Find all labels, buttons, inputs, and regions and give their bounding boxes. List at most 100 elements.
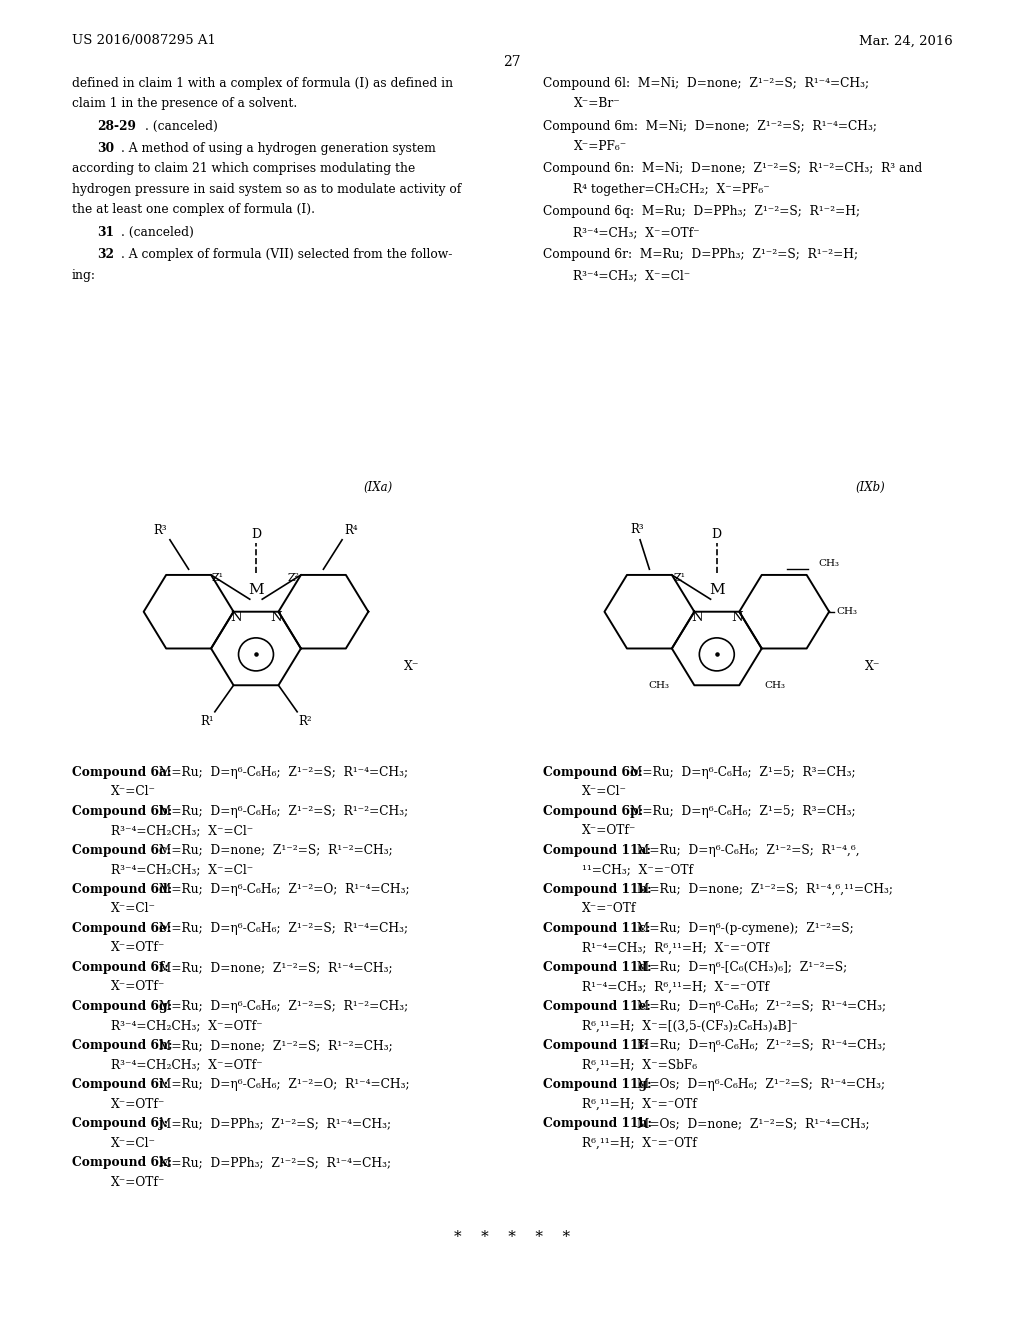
Text: Compound 11c:: Compound 11c: xyxy=(543,921,650,935)
Text: Compound 11g:: Compound 11g: xyxy=(543,1078,651,1092)
Text: Compound 6r:  M=Ru;  D=PPh₃;  Z¹⁻²=S;  R¹⁻²=H;: Compound 6r: M=Ru; D=PPh₃; Z¹⁻²=S; R¹⁻²=… xyxy=(543,248,858,261)
Text: . (canceled): . (canceled) xyxy=(145,120,218,132)
Text: ¹¹=CH₃;  X⁻=⁻OTf: ¹¹=CH₃; X⁻=⁻OTf xyxy=(582,863,692,876)
Text: 28-29: 28-29 xyxy=(97,120,136,132)
Text: X⁻=OTf⁻: X⁻=OTf⁻ xyxy=(111,1098,165,1110)
Text: Compound 6g:: Compound 6g: xyxy=(72,1001,172,1012)
Text: M=Ru;  D=η⁶-C₆H₆;  Z¹⁻²=S;  R¹⁻⁴=CH₃;: M=Ru; D=η⁶-C₆H₆; Z¹⁻²=S; R¹⁻⁴=CH₃; xyxy=(633,1001,887,1012)
Text: M=Ru;  D=PPh₃;  Z¹⁻²=S;  R¹⁻⁴=CH₃;: M=Ru; D=PPh₃; Z¹⁻²=S; R¹⁻⁴=CH₃; xyxy=(156,1156,391,1170)
Text: M=Ru;  D=η⁶-C₆H₆;  Z¹=5;  R³=CH₃;: M=Ru; D=η⁶-C₆H₆; Z¹=5; R³=CH₃; xyxy=(627,805,856,817)
Text: Compound 6q:  M=Ru;  D=PPh₃;  Z¹⁻²=S;  R¹⁻²=H;: Compound 6q: M=Ru; D=PPh₃; Z¹⁻²=S; R¹⁻²=… xyxy=(543,206,860,218)
Text: M=Ru;  D=η⁶-C₆H₆;  Z¹⁻²=O;  R¹⁻⁴=CH₃;: M=Ru; D=η⁶-C₆H₆; Z¹⁻²=O; R¹⁻⁴=CH₃; xyxy=(156,1078,410,1092)
Text: R³⁻⁴=CH₃;  X⁻=Cl⁻: R³⁻⁴=CH₃; X⁻=Cl⁻ xyxy=(573,269,691,282)
Text: M=Ru;  D=η⁶-(p-cymene);  Z¹⁻²=S;: M=Ru; D=η⁶-(p-cymene); Z¹⁻²=S; xyxy=(633,921,854,935)
Text: X⁻=⁻OTf: X⁻=⁻OTf xyxy=(582,903,636,915)
Text: N: N xyxy=(230,611,242,624)
Text: (IXb): (IXb) xyxy=(855,480,885,494)
Text: Compound 11e:: Compound 11e: xyxy=(543,1001,650,1012)
Text: M=Ru;  D=none;  Z¹⁻²=S;  R¹⁻²=CH₃;: M=Ru; D=none; Z¹⁻²=S; R¹⁻²=CH₃; xyxy=(156,843,393,857)
Text: R⁶,¹¹=H;  X⁻=SbF₆: R⁶,¹¹=H; X⁻=SbF₆ xyxy=(582,1059,696,1072)
Text: ing:: ing: xyxy=(72,269,95,282)
Text: R³: R³ xyxy=(630,523,644,536)
Text: M=Ru;  D=η⁶-C₆H₆;  Z¹⁻²=S;  R¹⁻²=CH₃;: M=Ru; D=η⁶-C₆H₆; Z¹⁻²=S; R¹⁻²=CH₃; xyxy=(156,805,409,817)
Text: R³⁻⁴=CH₃;  X⁻=OTf⁻: R³⁻⁴=CH₃; X⁻=OTf⁻ xyxy=(573,226,700,239)
Text: Compound 11d:: Compound 11d: xyxy=(543,961,651,974)
Text: R¹⁻⁴=CH₃;  R⁶,¹¹=H;  X⁻=⁻OTf: R¹⁻⁴=CH₃; R⁶,¹¹=H; X⁻=⁻OTf xyxy=(582,941,769,954)
Text: the at least one complex of formula (I).: the at least one complex of formula (I). xyxy=(72,203,314,216)
Text: *    *    *    *    *: * * * * * xyxy=(454,1230,570,1245)
Text: X⁻=Br⁻: X⁻=Br⁻ xyxy=(573,98,621,110)
Text: M=Os;  D=η⁶-C₆H₆;  Z¹⁻²=S;  R¹⁻⁴=CH₃;: M=Os; D=η⁶-C₆H₆; Z¹⁻²=S; R¹⁻⁴=CH₃; xyxy=(633,1078,886,1092)
Text: Mar. 24, 2016: Mar. 24, 2016 xyxy=(858,34,952,48)
Text: D: D xyxy=(251,528,261,541)
Text: N: N xyxy=(691,611,702,624)
Text: Compound 6i:: Compound 6i: xyxy=(72,1078,168,1092)
Text: Z¹: Z¹ xyxy=(674,573,686,583)
Text: M: M xyxy=(709,583,725,598)
Text: Compound 6d:: Compound 6d: xyxy=(72,883,172,896)
Text: Compound 6e:: Compound 6e: xyxy=(72,921,171,935)
Text: R⁶,¹¹=H;  X⁻=⁻OTf: R⁶,¹¹=H; X⁻=⁻OTf xyxy=(582,1137,696,1150)
Text: . A method of using a hydrogen generation system: . A method of using a hydrogen generatio… xyxy=(121,143,435,154)
Text: X⁻=PF₆⁻: X⁻=PF₆⁻ xyxy=(573,140,627,153)
Text: M=Ru;  D=η⁶-C₆H₆;  Z¹=5;  R³=CH₃;: M=Ru; D=η⁶-C₆H₆; Z¹=5; R³=CH₃; xyxy=(627,766,856,779)
Text: M=Os;  D=none;  Z¹⁻²=S;  R¹⁻⁴=CH₃;: M=Os; D=none; Z¹⁻²=S; R¹⁻⁴=CH₃; xyxy=(633,1117,869,1130)
Text: R³⁻⁴=CH₂CH₃;  X⁻=Cl⁻: R³⁻⁴=CH₂CH₃; X⁻=Cl⁻ xyxy=(111,863,253,876)
Text: M=Ru;  D=η⁶-C₆H₆;  Z¹⁻²=S;  R¹⁻⁴=CH₃;: M=Ru; D=η⁶-C₆H₆; Z¹⁻²=S; R¹⁻⁴=CH₃; xyxy=(633,1039,887,1052)
Text: X⁻=Cl⁻: X⁻=Cl⁻ xyxy=(111,903,156,915)
Text: R⁶,¹¹=H;  X⁻=⁻OTf: R⁶,¹¹=H; X⁻=⁻OTf xyxy=(582,1098,696,1110)
Text: D: D xyxy=(712,528,722,541)
Text: M=Ru;  D=η⁶-C₆H₆;  Z¹⁻²=S;  R¹⁻⁴=CH₃;: M=Ru; D=η⁶-C₆H₆; Z¹⁻²=S; R¹⁻⁴=CH₃; xyxy=(156,921,409,935)
Text: Compound 6c:: Compound 6c: xyxy=(72,843,171,857)
Text: (IXa): (IXa) xyxy=(364,480,393,494)
Text: M: M xyxy=(248,583,264,598)
Text: according to claim 21 which comprises modulating the: according to claim 21 which comprises mo… xyxy=(72,162,415,176)
Text: X⁻=OTf⁻: X⁻=OTf⁻ xyxy=(111,941,165,954)
Text: CH₃: CH₃ xyxy=(648,681,669,690)
Text: R³⁻⁴=CH₂CH₃;  X⁻=Cl⁻: R³⁻⁴=CH₂CH₃; X⁻=Cl⁻ xyxy=(111,824,253,837)
Text: . (canceled): . (canceled) xyxy=(121,226,194,239)
Text: CH₃: CH₃ xyxy=(818,558,840,568)
Text: Compound 6m:  M=Ni;  D=none;  Z¹⁻²=S;  R¹⁻⁴=CH₃;: Compound 6m: M=Ni; D=none; Z¹⁻²=S; R¹⁻⁴=… xyxy=(543,120,877,132)
Text: Compound 6p:: Compound 6p: xyxy=(543,805,643,817)
Text: R³⁻⁴=CH₂CH₃;  X⁻=OTf⁻: R³⁻⁴=CH₂CH₃; X⁻=OTf⁻ xyxy=(111,1019,262,1032)
Text: Compound 6h:: Compound 6h: xyxy=(72,1039,172,1052)
Text: hydrogen pressure in said system so as to modulate activity of: hydrogen pressure in said system so as t… xyxy=(72,183,461,195)
Text: R³: R³ xyxy=(154,524,167,537)
Text: M=Ru;  D=η⁶-C₆H₆;  Z¹⁻²=S;  R¹⁻⁴=CH₃;: M=Ru; D=η⁶-C₆H₆; Z¹⁻²=S; R¹⁻⁴=CH₃; xyxy=(156,766,409,779)
Text: X⁻=OTf⁻: X⁻=OTf⁻ xyxy=(582,824,636,837)
Text: X⁻=Cl⁻: X⁻=Cl⁻ xyxy=(582,785,627,799)
Text: M=Ru;  D=none;  Z¹⁻²=S;  R¹⁻²=CH₃;: M=Ru; D=none; Z¹⁻²=S; R¹⁻²=CH₃; xyxy=(156,1039,393,1052)
Text: M=Ru;  D=η⁶-C₆H₆;  Z¹⁻²=O;  R¹⁻⁴=CH₃;: M=Ru; D=η⁶-C₆H₆; Z¹⁻²=O; R¹⁻⁴=CH₃; xyxy=(156,883,410,896)
Text: X⁻=OTf⁻: X⁻=OTf⁻ xyxy=(111,981,165,994)
Text: M=Ru;  D=none;  Z¹⁻²=S;  R¹⁻⁴=CH₃;: M=Ru; D=none; Z¹⁻²=S; R¹⁻⁴=CH₃; xyxy=(156,961,393,974)
Text: CH₃: CH₃ xyxy=(765,681,785,690)
Text: Compound 11a:: Compound 11a: xyxy=(543,843,650,857)
Text: Compound 6n:  M=Ni;  D=none;  Z¹⁻²=S;  R¹⁻²=CH₃;  R³ and: Compound 6n: M=Ni; D=none; Z¹⁻²=S; R¹⁻²=… xyxy=(543,162,922,176)
Text: Compound 11b:: Compound 11b: xyxy=(543,883,651,896)
Text: R²: R² xyxy=(298,715,311,729)
Text: claim 1 in the presence of a solvent.: claim 1 in the presence of a solvent. xyxy=(72,98,297,110)
Text: Compound 6o:: Compound 6o: xyxy=(543,766,642,779)
Text: Compound 6j:: Compound 6j: xyxy=(72,1117,168,1130)
Text: X⁻=OTf⁻: X⁻=OTf⁻ xyxy=(111,1176,165,1189)
Text: X⁻: X⁻ xyxy=(865,660,881,673)
Text: CH₃: CH₃ xyxy=(837,607,858,616)
Text: N: N xyxy=(731,611,742,624)
Text: Compound 6a:: Compound 6a: xyxy=(72,766,171,779)
Text: Z²: Z² xyxy=(288,573,300,583)
Text: . A complex of formula (VII) selected from the follow-: . A complex of formula (VII) selected fr… xyxy=(121,248,453,261)
Text: R³⁻⁴=CH₂CH₃;  X⁻=OTf⁻: R³⁻⁴=CH₂CH₃; X⁻=OTf⁻ xyxy=(111,1059,262,1072)
Text: M=Ru;  D=η⁶-[C₆(CH₃)₆];  Z¹⁻²=S;: M=Ru; D=η⁶-[C₆(CH₃)₆]; Z¹⁻²=S; xyxy=(633,961,848,974)
Text: Compound 6l:  M=Ni;  D=none;  Z¹⁻²=S;  R¹⁻⁴=CH₃;: Compound 6l: M=Ni; D=none; Z¹⁻²=S; R¹⁻⁴=… xyxy=(543,77,868,90)
Text: M=Ru;  D=PPh₃;  Z¹⁻²=S;  R¹⁻⁴=CH₃;: M=Ru; D=PPh₃; Z¹⁻²=S; R¹⁻⁴=CH₃; xyxy=(156,1117,391,1130)
Text: R¹: R¹ xyxy=(201,715,214,729)
Text: R¹⁻⁴=CH₃;  R⁶,¹¹=H;  X⁻=⁻OTf: R¹⁻⁴=CH₃; R⁶,¹¹=H; X⁻=⁻OTf xyxy=(582,981,769,994)
Text: R⁴: R⁴ xyxy=(345,524,358,537)
Text: Compound 6f:: Compound 6f: xyxy=(72,961,169,974)
Text: 31: 31 xyxy=(97,226,115,239)
Text: Compound 6k:: Compound 6k: xyxy=(72,1156,172,1170)
Text: M=Ru;  D=none;  Z¹⁻²=S;  R¹⁻⁴,⁶,¹¹=CH₃;: M=Ru; D=none; Z¹⁻²=S; R¹⁻⁴,⁶,¹¹=CH₃; xyxy=(633,883,893,896)
Text: Compound 6b:: Compound 6b: xyxy=(72,805,172,817)
Text: Compound 11f:: Compound 11f: xyxy=(543,1039,648,1052)
